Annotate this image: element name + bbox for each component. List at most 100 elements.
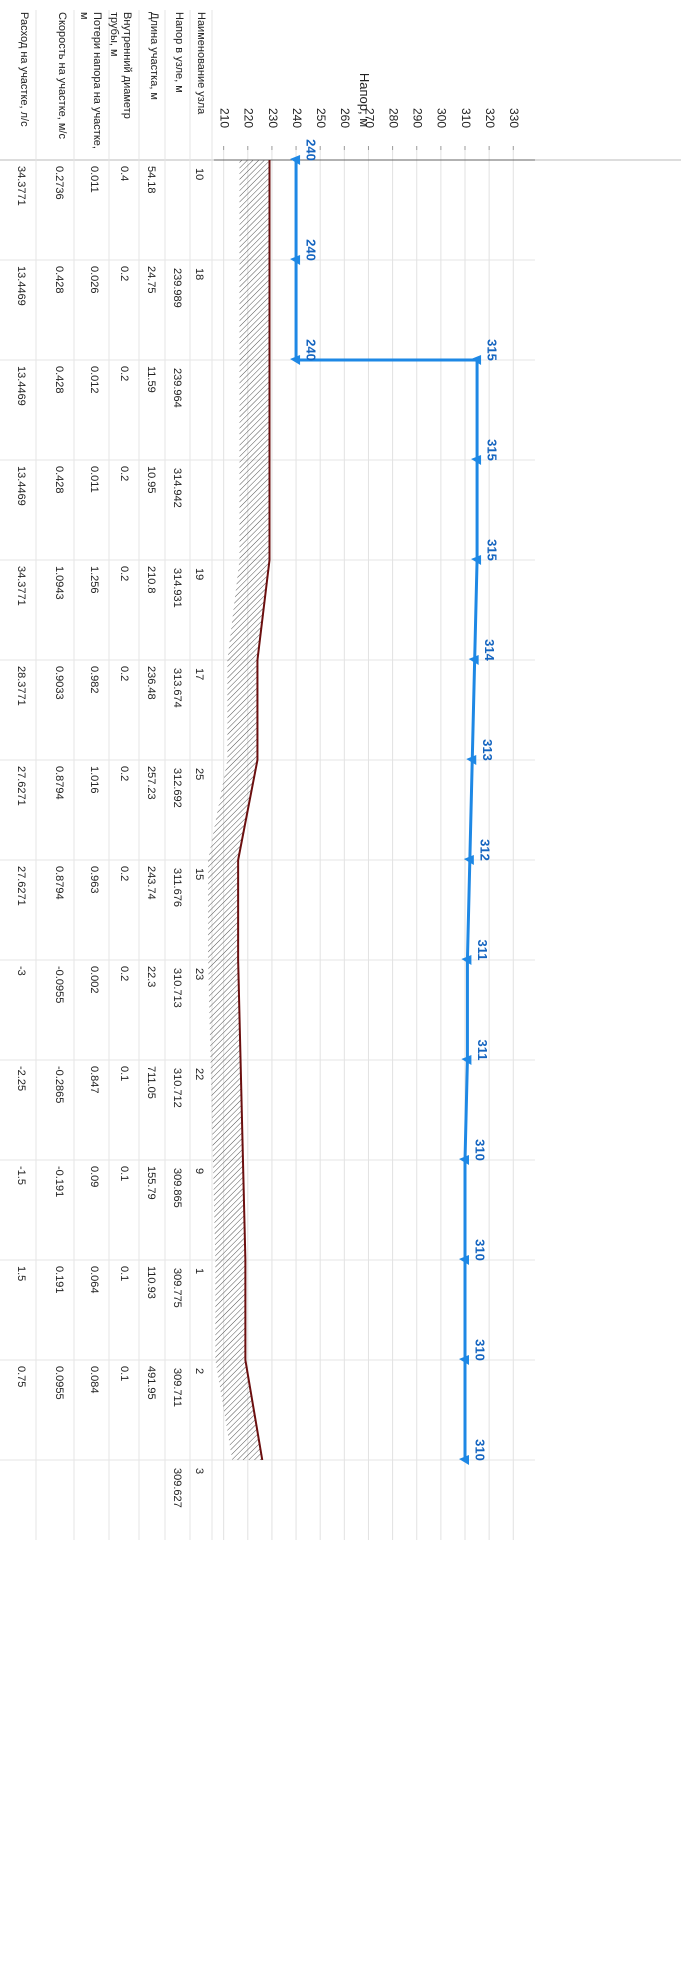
table-cell: -3 [15,966,27,976]
table-cell: 239.964 [171,368,183,408]
head-label: 310 [473,1139,488,1161]
head-arrow [459,1155,470,1165]
table-cell: 34.3771 [15,166,27,206]
table-cell: 312.692 [171,768,183,808]
table-cell: 10 [193,168,205,181]
axis-label: Напор, м [357,73,372,127]
table-cell: 13.4469 [15,366,27,406]
table-cell: 0.0955 [53,1366,65,1400]
table-cell: -0.191 [53,1166,65,1198]
head-arrow [463,855,474,865]
table-cell: 1.0943 [53,566,65,600]
x-tick-label: 210 [217,108,231,128]
head-arrow [290,155,301,165]
table-cell: 0.1 [118,1266,130,1282]
table-cell: 313.674 [171,668,183,708]
head-label: 311 [475,940,490,961]
head-label: 310 [473,1339,488,1361]
table-cell: 314.942 [171,468,183,508]
table-cell: 257.23 [145,766,157,800]
table-cell: 0.847 [88,1066,100,1094]
table-cell: 0.2736 [53,166,65,200]
table-cell: 25 [193,768,205,781]
x-tick-label: 230 [266,108,280,128]
head-arrow [471,555,482,565]
table-cell: 0.428 [53,366,65,394]
table-cell: 110.93 [145,1266,157,1299]
x-tick-label: 300 [435,108,449,128]
table-cell: 0.2 [118,466,130,482]
table-cell: 0.002 [88,966,100,994]
table-cell: 27.6271 [15,866,27,906]
head-label: 240 [304,239,319,261]
x-tick-label: 260 [338,108,352,128]
head-arrow [459,1355,470,1365]
table-cell: -0.2865 [53,1066,65,1104]
table-cell: 0.4 [118,166,130,182]
table-cell: 0.084 [88,1366,100,1394]
table-cell: 0.2 [118,766,130,782]
table-header: Длина участка, м [148,12,160,100]
table-cell: 0.2 [118,866,130,882]
table-cell: 0.428 [53,466,65,494]
table-cell: 24.75 [145,266,157,294]
table-cell: 0.09 [88,1166,100,1188]
table-cell: 23 [193,968,205,981]
table-cell: 22.3 [145,966,157,988]
head-label: 310 [473,1239,488,1261]
table-cell: 0.012 [88,366,100,394]
x-tick-label: 320 [483,108,497,128]
table-cell: 0.8794 [53,766,65,800]
table-header: Напор в узле, м [173,12,185,93]
table-cell: 1.256 [88,566,100,594]
table-cell: 155.79 [145,1166,157,1200]
table-cell: 239.989 [171,268,183,308]
table-header: Потери напора на участке, м [78,12,103,149]
x-tick-label: 290 [411,108,425,128]
table-cell: 0.2 [118,366,130,382]
x-tick-label: 270 [362,108,376,128]
head-label: 315 [485,339,500,361]
head-label: 313 [480,739,495,761]
table-cell: 0.191 [53,1266,65,1294]
table-cell: 0.982 [88,666,100,694]
table-header: Наименование узла [195,12,207,115]
table-cell: 309.865 [171,1168,183,1208]
head-label: 310 [473,1439,488,1461]
table-cell: 1 [193,1268,205,1275]
table-cell: 309.711 [171,1368,183,1407]
head-arrow [290,355,301,365]
head-arrow [471,455,482,465]
table-cell: 17 [193,668,205,681]
table-cell: -0.0955 [53,966,65,1004]
table-cell: 711.05 [145,1066,157,1099]
head-arrow [466,755,477,765]
table-cell: 0.1 [118,1366,130,1382]
head-label: 315 [485,439,500,461]
table-cell: 0.2 [118,266,130,282]
table-cell: 2 [193,1368,205,1375]
x-tick-label: 280 [386,108,400,128]
head-arrow [461,1055,472,1065]
table-cell: 309.627 [171,1468,183,1508]
table-cell: 0.2 [118,666,130,682]
table-cell: 3 [193,1468,205,1475]
table-cell: 210.8 [145,566,157,594]
table-cell: 491.95 [145,1366,157,1400]
table-cell: 309.775 [171,1268,183,1308]
head-arrow [290,255,301,265]
table-cell: 34.3771 [15,566,27,606]
table-header: Скорость на участке, м/с [56,12,68,139]
table-cell: 0.8794 [53,866,65,900]
ground-hatch [208,160,270,1460]
x-tick-label: 330 [507,108,521,128]
table-cell: 1.016 [88,766,100,794]
table-cell: -1.5 [15,1166,27,1185]
table-cell: 22 [193,1068,205,1081]
head-label: 315 [485,539,500,561]
x-tick-label: 250 [314,108,328,128]
table-cell: 0.064 [88,1266,100,1294]
head-arrow [461,955,472,965]
